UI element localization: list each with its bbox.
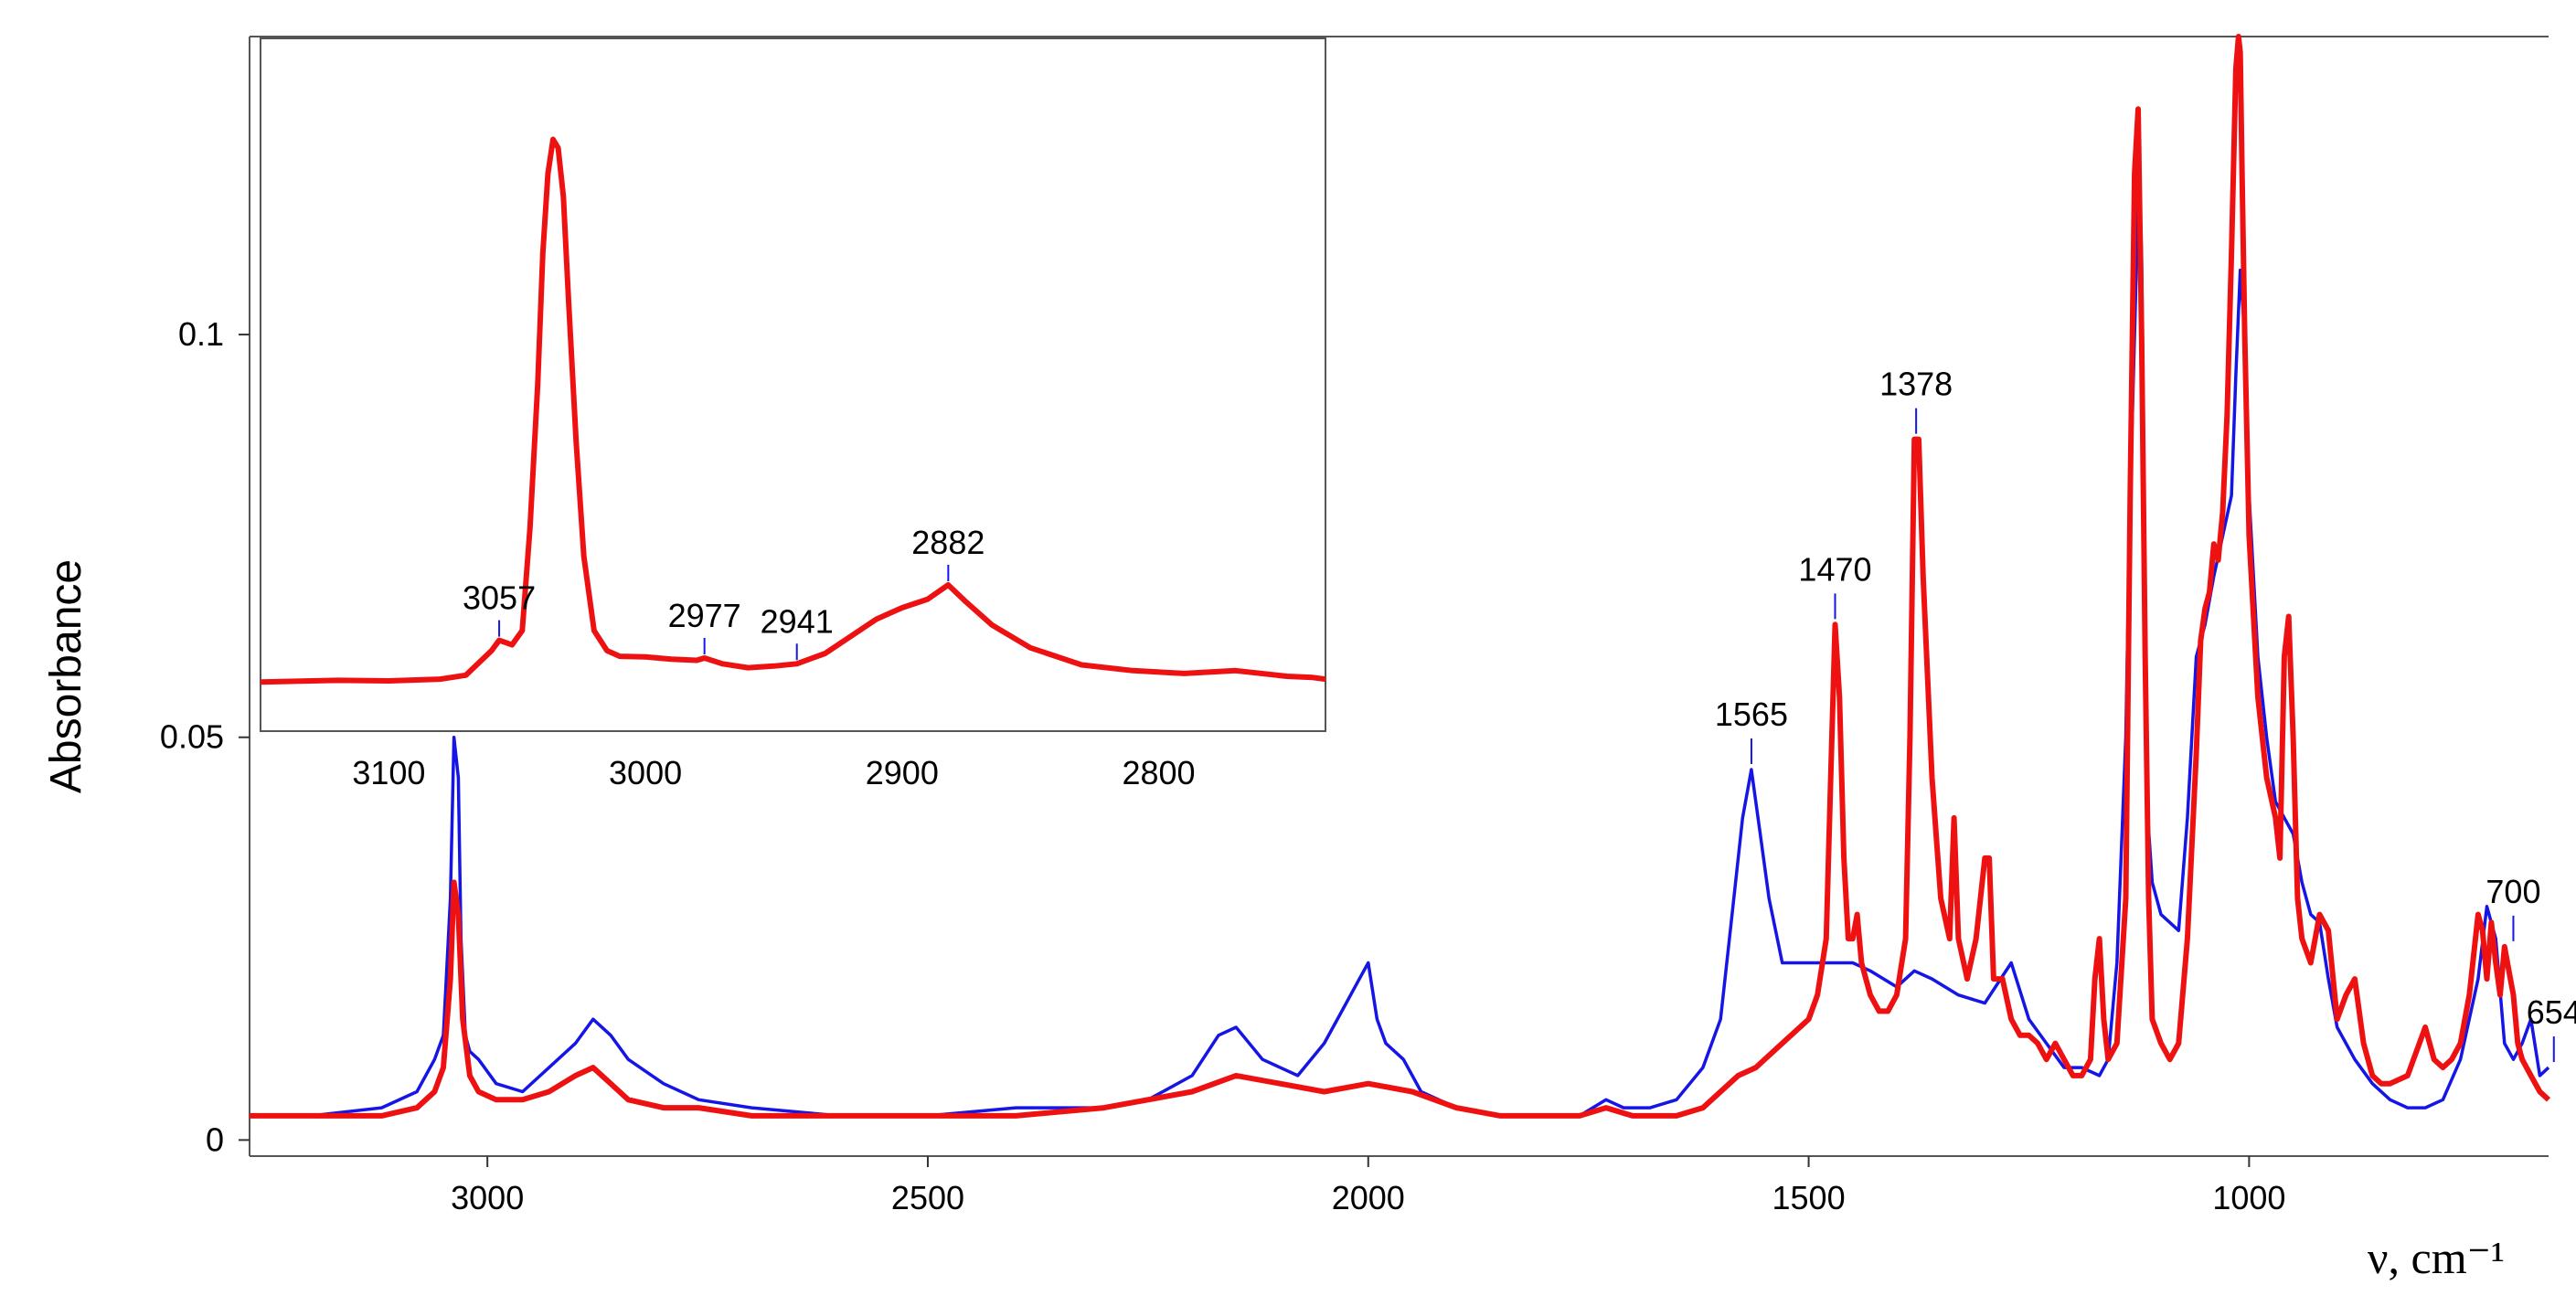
inset-x-tick-label: 3100: [352, 754, 425, 791]
x-tick-label: 2000: [1332, 1179, 1405, 1216]
y-tick-label: 0: [206, 1120, 224, 1158]
inset-x-tick-label: 2800: [1122, 754, 1195, 791]
peak-label: 1378: [1879, 366, 1953, 403]
peak-label: 1565: [1715, 695, 1788, 733]
main-ticks: 3000 2500 2000 1500 1000 0 0.05 0.1: [160, 315, 2286, 1216]
y-tick-label: 0.05: [160, 718, 224, 756]
peak-label: 700: [2486, 873, 2540, 910]
x-tick-label: 1000: [2212, 1179, 2285, 1216]
peak-label: 654: [2527, 993, 2576, 1031]
inset-peak-label: 3057: [463, 579, 536, 617]
inset-peak-annotations: 3057 2977 2941 2882: [463, 524, 985, 661]
y-tick-label: 0.1: [178, 315, 224, 353]
peak-label: 1470: [1798, 550, 1871, 588]
inset-chart: 3100 3000 2900 2800 3057 2977 2941 2882: [260, 37, 1326, 791]
main-peak-annotations: 1565 1470 1378 700 654: [1715, 366, 2576, 1063]
inset-peak-label: 2882: [911, 524, 985, 561]
inset-ticks: 3100 3000 2900 2800: [352, 754, 1195, 791]
x-tick-label: 3000: [451, 1179, 524, 1216]
series-line-2: [250, 34, 2551, 1119]
x-tick-label: 1500: [1772, 1179, 1846, 1216]
x-tick-label: 2500: [891, 1179, 964, 1216]
y-axis-title: Absorbance: [42, 559, 90, 793]
x-axis-title: ν, cm⁻¹: [2368, 1232, 2505, 1283]
inset-frame: [260, 37, 1326, 732]
main-series-group: [250, 34, 2551, 1119]
inset-peak-label: 2977: [668, 597, 741, 634]
inset-x-tick-label: 2900: [866, 754, 939, 791]
inset-x-tick-label: 3000: [609, 754, 682, 791]
inset-peak-label: 2941: [761, 602, 834, 640]
inset-series-group: [260, 136, 1326, 685]
inset-series-line: [260, 136, 1326, 685]
